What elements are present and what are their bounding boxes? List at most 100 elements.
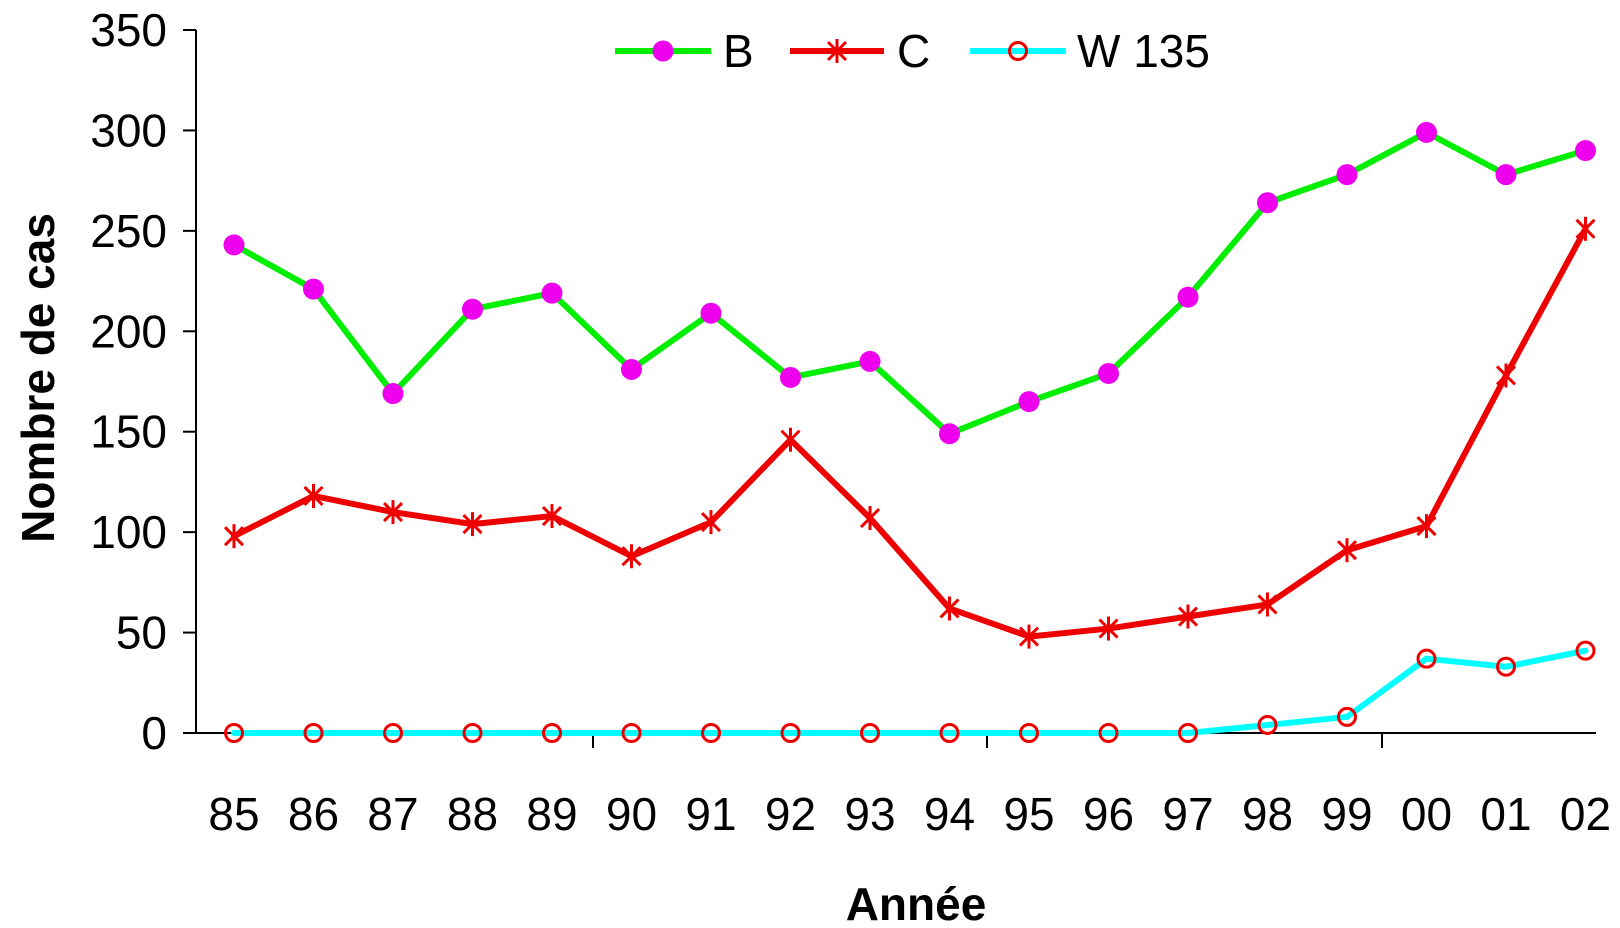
series-c-point [1416, 514, 1437, 539]
series-w-135-point [303, 723, 324, 743]
y-tick-label: 200 [90, 305, 167, 357]
series-layer [223, 121, 1596, 743]
series-w-135-point [939, 723, 960, 743]
y-tick-label: 100 [90, 506, 167, 558]
series-w-135-line [231, 647, 1589, 736]
series-c [223, 216, 1596, 649]
series-c-point [859, 506, 881, 531]
series-c-point [303, 483, 324, 508]
x-tick-label: 98 [1242, 788, 1293, 840]
series-c-point [939, 596, 960, 621]
series-w-135-point [1575, 640, 1596, 661]
legend-item-c: C [790, 25, 930, 77]
series-b-point [1098, 362, 1119, 384]
series-b-point [939, 423, 960, 445]
y-tick-label: 350 [90, 4, 167, 56]
series-w-135-point [542, 723, 562, 743]
series-w-135-point [1257, 714, 1278, 735]
x-tick-label: 94 [924, 788, 975, 840]
series-b-point [1336, 164, 1358, 186]
legend-label: B [723, 25, 754, 77]
x-axis-title: Année [846, 878, 987, 928]
series-b-point [303, 278, 324, 300]
legend-item-b: B [615, 25, 754, 77]
legend-item-w-135: W 135 [970, 25, 1210, 77]
y-tick-label: 50 [116, 607, 167, 659]
series-w-135-point [462, 723, 483, 743]
series-b-point [541, 282, 563, 304]
x-tick-label: 96 [1083, 788, 1134, 840]
y-tick-label: 0 [141, 707, 167, 759]
legend-swatch-marker [652, 40, 674, 62]
y-axis-ticks: 0 50 100 150 200 250 300 350 [90, 4, 196, 759]
series-b-point [462, 298, 483, 320]
series-b-point [621, 358, 642, 380]
x-tick-label: 92 [765, 788, 816, 840]
series-w-135-point [780, 723, 801, 743]
series-w-135-point [1019, 723, 1039, 743]
x-tick-label: 87 [367, 788, 418, 840]
series-b-point [859, 350, 881, 372]
series-b-point [1416, 121, 1437, 143]
series-w-135 [224, 640, 1596, 743]
series-w-135-point [383, 723, 403, 743]
x-tick-label: 01 [1480, 788, 1531, 840]
legend-swatch-marker [1008, 41, 1028, 61]
series-b-point [700, 302, 722, 324]
series-c-point [1336, 538, 1358, 563]
series-b-point [1575, 140, 1596, 162]
series-w-135-point [1178, 723, 1198, 743]
series-b-point [1177, 286, 1199, 308]
series-b [223, 121, 1596, 445]
x-tick-label: 89 [526, 788, 577, 840]
series-c-point [780, 427, 801, 452]
legend-label: C [897, 25, 930, 77]
series-w-135-point [1496, 656, 1516, 677]
series-w-135-point [1337, 706, 1357, 727]
legend: B C W 135 [615, 25, 1210, 77]
series-c-point [1495, 363, 1517, 388]
series-b-point [1257, 192, 1278, 214]
series-b-line [231, 129, 1589, 437]
y-tick-label: 250 [90, 205, 167, 257]
x-tick-label: 88 [447, 788, 498, 840]
legend-swatch-marker [826, 39, 848, 63]
series-c-point [223, 524, 245, 549]
series-c-point [1098, 616, 1119, 641]
series-w-135-point [701, 723, 721, 743]
series-w-135-point [621, 723, 642, 743]
x-tick-label: 85 [208, 788, 259, 840]
x-tick-label: 97 [1162, 788, 1213, 840]
series-c-point [1177, 604, 1199, 629]
y-tick-label: 150 [90, 406, 167, 458]
legend-label: W 135 [1077, 25, 1210, 77]
x-tick-label: 86 [288, 788, 339, 840]
series-b-point [780, 366, 801, 388]
series-b-point [1495, 164, 1517, 186]
x-tick-label: 00 [1401, 788, 1452, 840]
x-tick-label: 99 [1321, 788, 1372, 840]
series-c-point [382, 500, 404, 525]
series-c-point [700, 510, 722, 535]
y-tick-label: 300 [90, 104, 167, 156]
series-w-135-point [1098, 723, 1119, 743]
series-w-135-point [1416, 648, 1437, 669]
x-axis-ticks: 85 86 87 88 89 90 91 92 93 94 95 96 97 98 99 00 01 02 [208, 733, 1611, 840]
x-tick-label: 93 [844, 788, 895, 840]
y-axis-title: Nombre de cas [12, 213, 64, 543]
series-c-point [1018, 624, 1040, 649]
series-c-point [1257, 592, 1278, 617]
series-w-135-point [860, 723, 880, 743]
series-b-point [382, 383, 404, 405]
series-c-point [541, 504, 563, 529]
series-c-point [621, 544, 642, 569]
series-c-point [462, 512, 483, 537]
series-c-point [1575, 216, 1596, 241]
series-w-135-point [224, 723, 244, 743]
x-tick-label: 91 [685, 788, 736, 840]
series-b-point [223, 234, 245, 256]
x-tick-label: 02 [1560, 788, 1611, 840]
x-tick-label: 95 [1003, 788, 1054, 840]
series-c-line [231, 225, 1589, 640]
